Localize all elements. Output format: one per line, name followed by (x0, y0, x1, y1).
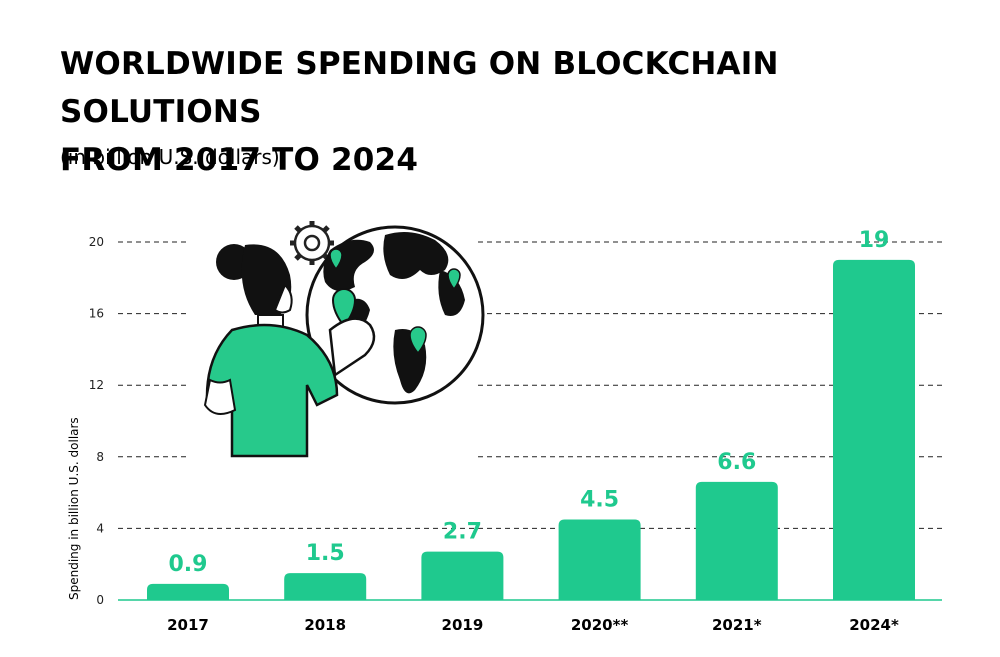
bar (147, 583, 229, 600)
bar (695, 481, 778, 600)
chart-title: WORLDWIDE SPENDING ON BLOCKCHAIN SOLUTIO… (60, 40, 960, 184)
bar (421, 551, 504, 600)
value-label: 0.9 (169, 552, 208, 577)
chart-title-line-1: WORLDWIDE SPENDING ON BLOCKCHAIN SOLUTIO… (60, 46, 779, 130)
y-tick-label: 4 (96, 521, 104, 535)
bars (147, 259, 915, 600)
category-label: 2020** (571, 616, 629, 634)
value-label: 2.7 (443, 520, 482, 545)
value-label: 4.5 (580, 487, 619, 512)
category-labels: 2017 2018 2019 2020** 2021* 2024* (167, 616, 899, 634)
category-label: 2021* (712, 616, 762, 634)
value-label: 19 (859, 228, 890, 253)
chart-subtitle: (in billion U.S. dollars) (60, 145, 280, 169)
y-tick-label: 8 (96, 450, 104, 464)
category-label: 2018 (304, 616, 346, 634)
bar (284, 573, 367, 600)
category-label: 2024* (849, 616, 899, 634)
value-label: 1.5 (306, 541, 345, 566)
chart-title-line-2: FROM 2017 TO 2024 (60, 142, 419, 178)
category-label: 2017 (167, 616, 209, 634)
category-label: 2019 (442, 616, 484, 634)
y-tick-label: 20 (89, 235, 104, 249)
bar (558, 519, 641, 600)
value-labels: 0.9 1.5 2.7 4.5 6.6 19 (169, 228, 890, 577)
y-tick-labels: 0 4 8 12 16 20 (89, 235, 104, 607)
y-tick-label: 0 (96, 593, 104, 607)
woman-icon (203, 244, 376, 458)
y-tick-label: 12 (89, 378, 104, 392)
y-axis-label: Spending in billion U.S. dollars (67, 417, 81, 600)
value-label: 6.6 (717, 450, 756, 475)
woman-with-globe-icon (190, 221, 485, 461)
bar (833, 259, 915, 600)
y-tick-label: 16 (89, 307, 104, 321)
